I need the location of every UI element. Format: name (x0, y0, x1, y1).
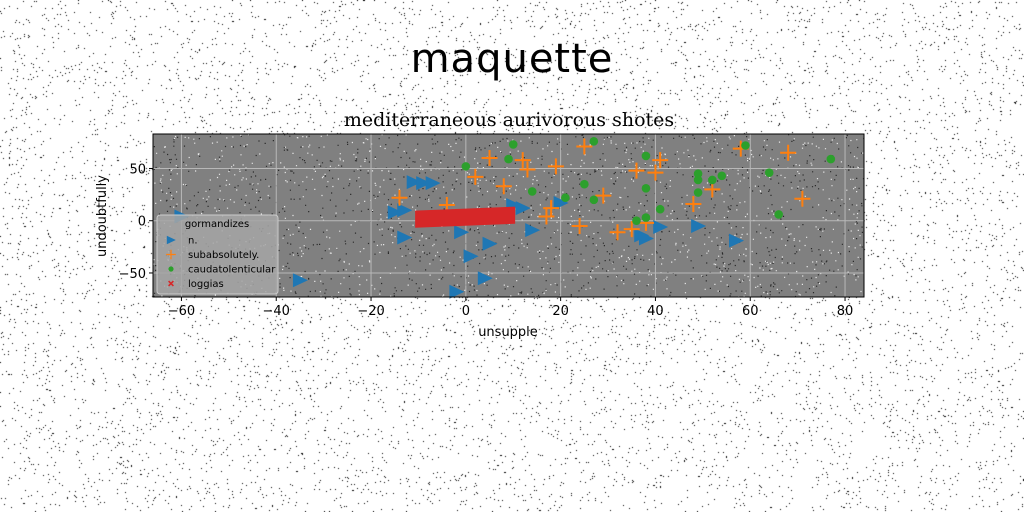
x-tick-label: 40 (647, 304, 664, 319)
axes-frame (152, 133, 865, 298)
point-subabsolutely (519, 161, 536, 178)
data-marks (174, 137, 836, 299)
figure-suptitle: maquette (410, 36, 614, 82)
point-caudatolenticular (774, 210, 783, 219)
point-caudatolenticular (527, 187, 537, 196)
point-subabsolutely (495, 178, 512, 195)
point-n (449, 284, 465, 299)
point-n (515, 201, 531, 216)
point-n (397, 203, 413, 218)
point-subabsolutely (685, 196, 702, 213)
x-tick-label: −20 (357, 304, 384, 319)
point-n (477, 271, 493, 286)
point-subabsolutely (647, 164, 664, 181)
point-n (387, 205, 403, 220)
legend-label: caudatolenticular (188, 265, 276, 276)
chart-title: mediterraneous aurivorous shotes (344, 109, 674, 131)
point-n (553, 195, 569, 210)
point-subabsolutely (628, 162, 645, 179)
point-caudatolenticular (580, 179, 589, 189)
legend-title: gormandizes (185, 219, 249, 230)
point-subabsolutely (391, 189, 408, 206)
point-caudatolenticular (589, 195, 599, 205)
point-n (397, 230, 413, 245)
legend-items: n. subabsolutely. caudatolenticular loggias (166, 235, 276, 290)
legend-marker (166, 249, 176, 260)
point-subabsolutely (543, 200, 560, 217)
point-caudatolenticular (641, 151, 651, 161)
point-subabsolutely (467, 168, 484, 185)
point-n (638, 231, 654, 246)
point-caudatolenticular (589, 137, 599, 146)
point-caudatolenticular (561, 193, 570, 203)
point-subabsolutely (652, 152, 669, 169)
point-caudatolenticular (632, 216, 641, 226)
point-subabsolutely (538, 208, 555, 225)
point-caudatolenticular (717, 171, 727, 181)
point-n (416, 176, 432, 191)
point-subabsolutely (571, 217, 588, 234)
y-tick-label: 0 (138, 215, 146, 230)
point-subabsolutely (609, 224, 626, 241)
legend-label: subabsolutely. (188, 250, 259, 261)
point-n (653, 219, 669, 234)
point-n (425, 176, 441, 191)
legend: gormandizes n. subabsolutely. caudatolenti… (156, 214, 279, 295)
point-subabsolutely (547, 158, 564, 175)
point-caudatolenticular (708, 175, 717, 185)
point-caudatolenticular (641, 184, 651, 193)
x-tick-label: 0 (462, 304, 470, 319)
point-subabsolutely (514, 152, 531, 169)
x-tick-label: 60 (742, 304, 759, 319)
point-subabsolutely (595, 187, 612, 204)
point-caudatolenticular (641, 213, 651, 222)
point-subabsolutely (794, 190, 811, 207)
x-axis-label: unsupple (478, 325, 538, 340)
legend-label: n. (188, 236, 198, 247)
point-caudatolenticular (461, 162, 471, 171)
legend-marker (168, 280, 174, 287)
x-tick-label: −40 (263, 304, 290, 319)
legend-marker (168, 266, 174, 272)
point-n (729, 233, 745, 248)
point-n (482, 236, 498, 251)
point-caudatolenticular (826, 154, 836, 164)
point-n (463, 249, 479, 264)
point-subabsolutely (576, 138, 593, 155)
point-subabsolutely (481, 150, 498, 167)
point-caudatolenticular (508, 140, 518, 149)
point-n (292, 273, 308, 288)
point-subabsolutely (623, 221, 640, 238)
legend-box (156, 214, 279, 295)
point-caudatolenticular (693, 175, 703, 185)
point-caudatolenticular (693, 169, 703, 179)
axis-ticks: −60 −40 −20 0 20 40 60 80 −50 0 50 (119, 162, 854, 319)
point-caudatolenticular (741, 141, 750, 150)
point-n (525, 223, 541, 238)
point-n (691, 218, 707, 233)
loggias-band (415, 206, 516, 228)
legend-marker (166, 235, 176, 245)
y-axis-label: undoubtfully (95, 175, 110, 257)
x-tick-label: 80 (837, 304, 854, 319)
y-tick-label: 50 (129, 162, 146, 177)
point-subabsolutely (780, 144, 797, 161)
point-n (406, 175, 422, 190)
point-caudatolenticular (655, 204, 665, 214)
legend-label: loggias (188, 279, 224, 290)
y-tick-label: −50 (119, 267, 146, 282)
point-n (454, 225, 470, 240)
x-tick-label: 20 (552, 304, 569, 319)
point-caudatolenticular (764, 168, 774, 177)
point-caudatolenticular (693, 188, 703, 197)
x-tick-label: −60 (168, 304, 195, 319)
point-caudatolenticular (504, 154, 513, 164)
